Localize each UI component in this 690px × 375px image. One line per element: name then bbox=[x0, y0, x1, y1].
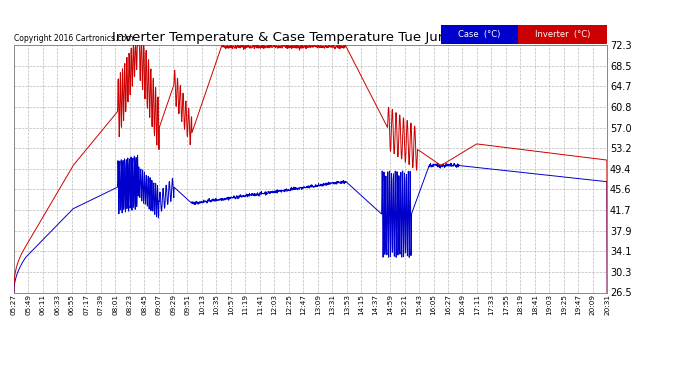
Text: Inverter  (°C): Inverter (°C) bbox=[535, 30, 591, 39]
Text: Copyright 2016 Cartronics.com: Copyright 2016 Cartronics.com bbox=[14, 33, 133, 42]
Title: Inverter Temperature & Case Temperature Tue Jun 28 20:34: Inverter Temperature & Case Temperature … bbox=[112, 31, 509, 44]
FancyBboxPatch shape bbox=[518, 25, 607, 44]
FancyBboxPatch shape bbox=[441, 25, 518, 44]
Text: Case  (°C): Case (°C) bbox=[458, 30, 501, 39]
